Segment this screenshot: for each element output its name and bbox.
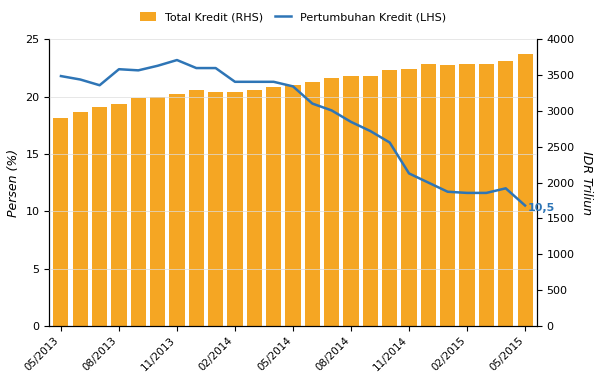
Bar <box>73 112 88 326</box>
Bar <box>286 85 301 326</box>
Pertumbuhan Kredit (LHS) <box>154 63 161 68</box>
Pertumbuhan Kredit (LHS) <box>212 66 219 70</box>
Bar <box>324 78 339 326</box>
Pertumbuhan Kredit (LHS) <box>193 66 200 70</box>
Bar <box>266 87 281 326</box>
Pertumbuhan Kredit (LHS) <box>309 101 316 106</box>
Bar <box>440 65 455 326</box>
Pertumbuhan Kredit (LHS) <box>173 58 181 62</box>
Pertumbuhan Kredit (LHS) <box>96 83 103 87</box>
Bar <box>189 90 204 326</box>
Pertumbuhan Kredit (LHS) <box>232 79 239 84</box>
Pertumbuhan Kredit (LHS) <box>328 108 335 113</box>
Pertumbuhan Kredit (LHS) <box>463 191 470 195</box>
Bar <box>460 65 475 326</box>
Pertumbuhan Kredit (LHS) <box>58 74 65 78</box>
Pertumbuhan Kredit (LHS) <box>521 203 529 208</box>
Bar <box>363 76 378 326</box>
Pertumbuhan Kredit (LHS) <box>425 180 432 185</box>
Bar <box>227 92 242 326</box>
Bar <box>208 92 223 326</box>
Bar <box>150 97 165 326</box>
Pertumbuhan Kredit (LHS) <box>483 191 490 195</box>
Bar <box>382 70 397 326</box>
Pertumbuhan Kredit (LHS) <box>502 186 509 191</box>
Bar <box>92 107 107 326</box>
Pertumbuhan Kredit (LHS) <box>77 77 84 82</box>
Pertumbuhan Kredit (LHS) <box>134 68 142 73</box>
Pertumbuhan Kredit (LHS) <box>251 79 258 84</box>
Text: 10,5: 10,5 <box>528 203 555 213</box>
Pertumbuhan Kredit (LHS) <box>406 171 413 176</box>
Bar <box>53 118 68 326</box>
Bar <box>401 70 416 326</box>
Bar <box>305 82 320 326</box>
Bar <box>169 94 185 326</box>
Bar <box>112 104 127 326</box>
Bar <box>498 61 513 326</box>
Y-axis label: Persen (%): Persen (%) <box>7 149 20 217</box>
Pertumbuhan Kredit (LHS) <box>347 120 355 124</box>
Y-axis label: IDR Triliun: IDR Triliun <box>580 150 593 215</box>
Pertumbuhan Kredit (LHS) <box>270 79 277 84</box>
Pertumbuhan Kredit (LHS) <box>444 190 451 194</box>
Legend: Total Kredit (RHS), Pertumbuhan Kredit (LHS): Total Kredit (RHS), Pertumbuhan Kredit (… <box>136 8 451 27</box>
Pertumbuhan Kredit (LHS) <box>386 140 393 145</box>
Bar <box>421 65 436 326</box>
Pertumbuhan Kredit (LHS) <box>289 84 296 89</box>
Bar <box>247 90 262 326</box>
Bar <box>343 76 359 326</box>
Bar <box>479 64 494 326</box>
Line: Pertumbuhan Kredit (LHS): Pertumbuhan Kredit (LHS) <box>61 60 525 206</box>
Bar <box>131 98 146 326</box>
Bar <box>518 54 533 326</box>
Pertumbuhan Kredit (LHS) <box>115 67 122 71</box>
Pertumbuhan Kredit (LHS) <box>367 129 374 133</box>
